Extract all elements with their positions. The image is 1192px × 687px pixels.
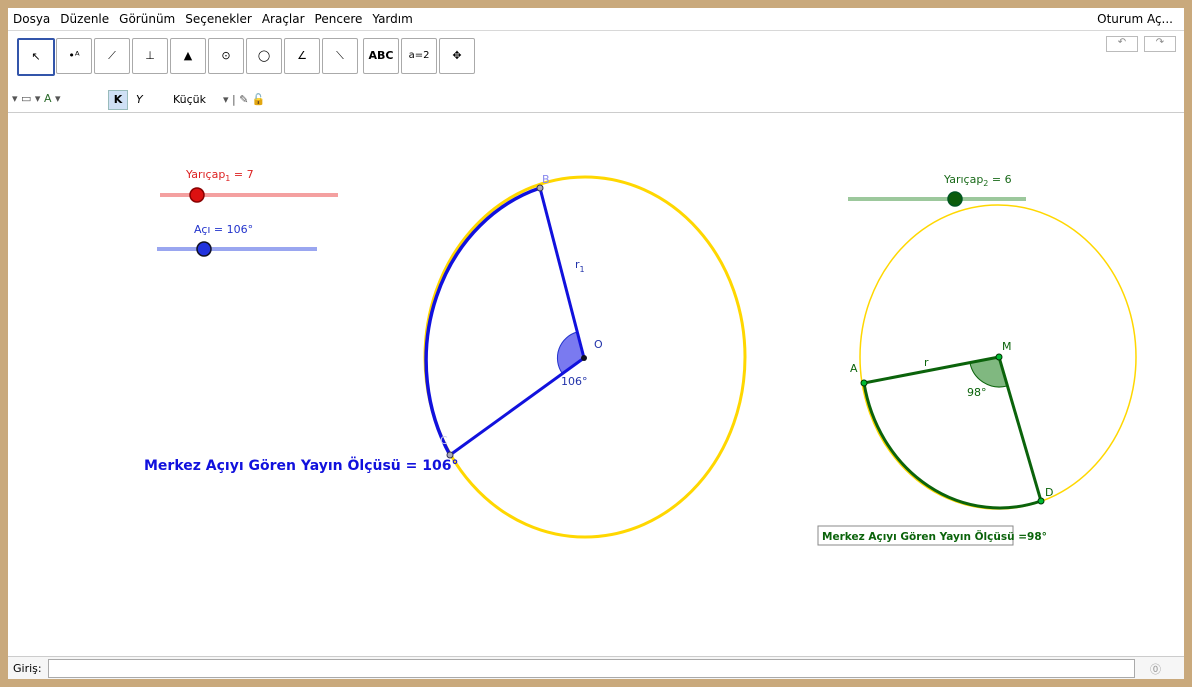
- segment: [450, 358, 584, 455]
- slider-knob[interactable]: [190, 188, 204, 202]
- style-bar: ▾ ▭ ▾ A ▾ K Y Küçük ▾ | ✎ 🔓: [8, 88, 1184, 113]
- point: [1038, 498, 1044, 504]
- point-label: B: [542, 173, 550, 186]
- point-label: A: [850, 362, 858, 375]
- angle-tool[interactable]: ∠: [284, 38, 320, 74]
- slider-knob[interactable]: [948, 192, 962, 206]
- polygon-tool[interactable]: ▲: [170, 38, 206, 74]
- point-tool[interactable]: •ᴬ: [56, 38, 92, 74]
- size-dropdown[interactable]: ▾ | ✎ 🔓: [223, 93, 266, 106]
- point-label: D: [1045, 486, 1053, 499]
- move-tool[interactable]: ↖: [17, 38, 55, 76]
- graphics-view: Yarıçap1 = 7 Açı = 106° Yarıçap2 = 6 B O…: [8, 112, 1184, 656]
- point: [581, 355, 587, 361]
- text-tool[interactable]: ABC: [363, 38, 399, 74]
- line-tool[interactable]: ⟋: [94, 38, 130, 74]
- measure-text: Merkez Açıyı Gören Yayın Ölçüsü =98°: [822, 529, 1047, 543]
- menu-item[interactable]: Dosya: [13, 12, 50, 26]
- menu-item[interactable]: Düzenle: [60, 12, 109, 26]
- arc: [864, 383, 1041, 508]
- point-label: M: [1002, 340, 1012, 353]
- slider-value: = 7: [230, 168, 253, 181]
- slider-value: = 6: [988, 173, 1011, 186]
- point: [996, 354, 1002, 360]
- menu-bar: Dosya Düzenle Görünüm Seçenekler Araçlar Penc…: [8, 8, 1184, 31]
- point-label: O: [594, 338, 603, 351]
- geogebra-window: Dosya Düzenle Görünüm Seçenekler Araçlar Penc…: [0, 0, 1192, 687]
- sign-in[interactable]: Oturum Aç...: [1097, 12, 1173, 26]
- text-size[interactable]: Küçük: [173, 93, 206, 106]
- menu-item[interactable]: Seçenekler: [185, 12, 252, 26]
- measure-text: Merkez Açıyı Gören Yayın Ölçüsü = 106°: [144, 456, 458, 474]
- input-field[interactable]: [48, 659, 1135, 678]
- point: [861, 380, 867, 386]
- segment: [540, 188, 584, 358]
- menu-item[interactable]: Araçlar: [262, 12, 305, 26]
- undo-button[interactable]: ↶: [1106, 36, 1138, 52]
- slider-label: Yarıçap2 = 6: [943, 173, 1012, 188]
- perpendicular-tool[interactable]: ⊥: [132, 38, 168, 74]
- angle-label: 106°: [561, 375, 588, 388]
- bold-button[interactable]: K: [108, 90, 128, 110]
- input-label: Giriş:: [13, 662, 42, 675]
- menu-item[interactable]: Pencere: [315, 12, 363, 26]
- slider-label: Açı = 106°: [194, 223, 253, 236]
- arc: [426, 188, 540, 455]
- segment-label: r1: [575, 258, 585, 274]
- style-arrow[interactable]: ▾ ▭ ▾ A ▾: [12, 92, 61, 105]
- segment: [999, 357, 1041, 501]
- slider-name: Yarıçap: [185, 168, 225, 181]
- segment-label: r: [924, 356, 929, 369]
- slider-label: Yarıçap1 = 7: [185, 168, 254, 183]
- redo-button[interactable]: ↷: [1144, 36, 1176, 52]
- move-view-tool[interactable]: ✥: [439, 38, 475, 74]
- reflect-tool[interactable]: ⟍: [322, 38, 358, 74]
- toolbar: ↖ •ᴬ ⟋ ⊥ ▲ ⊙ ◯ ∠ ⟍ ABC a=2 ✥ ↶ ↷: [8, 31, 1184, 87]
- segment-subscript: 1: [580, 265, 585, 274]
- slider-knob[interactable]: [197, 242, 211, 256]
- help-icon[interactable]: ⓪: [1150, 661, 1161, 677]
- slider-tool[interactable]: a=2: [401, 38, 437, 74]
- input-bar: Giriş: ⓪: [8, 656, 1184, 680]
- menu-item[interactable]: Görünüm: [119, 12, 175, 26]
- point-label: C: [440, 434, 448, 447]
- circle-tool[interactable]: ⊙: [208, 38, 244, 74]
- italic-button[interactable]: Y: [136, 93, 143, 106]
- conic-tool[interactable]: ◯: [246, 38, 282, 74]
- angle-label: 98°: [967, 386, 987, 399]
- menu-item[interactable]: Yardım: [372, 12, 412, 26]
- slider-name: Yarıçap: [943, 173, 983, 186]
